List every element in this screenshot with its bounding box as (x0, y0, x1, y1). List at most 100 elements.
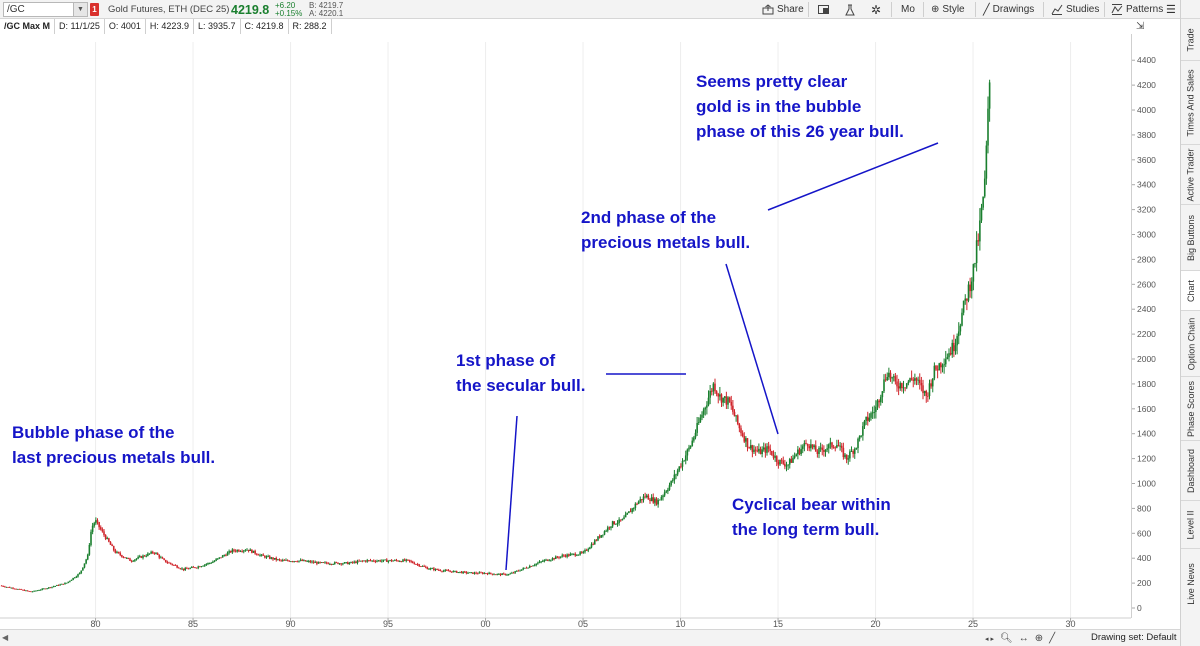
candle (619, 519, 622, 522)
flexible-grid-button[interactable] (818, 0, 830, 19)
candle (545, 558, 547, 561)
drawing-set-label[interactable]: Drawing set: Default (1091, 632, 1177, 643)
y-tick-label: 2400 (1137, 304, 1156, 314)
candle (194, 567, 196, 569)
candle (229, 550, 232, 553)
candle (489, 572, 492, 575)
candle (171, 563, 174, 566)
candle (717, 392, 720, 404)
patterns-menu[interactable]: Patterns (1111, 0, 1163, 19)
candle (452, 570, 455, 573)
drawing-tool-icon[interactable]: ╱ (1049, 633, 1056, 644)
candle (931, 378, 934, 393)
candle (439, 569, 442, 572)
candle (827, 443, 830, 454)
candle (892, 373, 895, 382)
candle (17, 588, 19, 590)
candle (177, 566, 180, 569)
candle (437, 568, 440, 571)
candle (465, 571, 468, 575)
candle (236, 549, 239, 553)
candle (455, 570, 458, 573)
symbol-input[interactable]: /GC ▼ (3, 2, 88, 17)
candle (138, 554, 141, 558)
ohlc-info-bar: /GC Max M D: 11/1/25 O: 4001 H: 4223.9 L… (0, 19, 332, 34)
share-button[interactable]: Share (762, 0, 804, 19)
candle (532, 565, 534, 567)
candle (366, 558, 369, 563)
drawings-menu[interactable]: ╱ Drawings (983, 0, 1034, 19)
side-tab-chart[interactable]: Chart (1181, 270, 1200, 310)
candle (699, 414, 702, 423)
style-menu[interactable]: ⊕ Style (931, 0, 965, 19)
price-chart[interactable]: 80 85 90 95 00 05 10 15 20 25 30 0 200 400 600 800 1000… (0, 34, 1180, 629)
candle (116, 550, 118, 554)
candle (457, 572, 460, 574)
studies-menu[interactable]: Studies (1051, 0, 1099, 19)
candle (143, 554, 146, 557)
candle (246, 548, 248, 551)
candle (845, 454, 848, 464)
candle (39, 589, 42, 591)
candle (515, 570, 518, 572)
side-tab-trade[interactable]: Trade (1181, 18, 1200, 60)
candle (772, 450, 775, 460)
candle (51, 586, 53, 589)
candle (372, 559, 375, 563)
candle (754, 446, 757, 456)
y-tick-label: 4200 (1137, 80, 1156, 90)
crosshair-icon[interactable]: ⊕ (1034, 633, 1044, 644)
alert-badge[interactable]: 1 (90, 3, 99, 16)
candle (501, 573, 503, 576)
candle (361, 560, 364, 563)
side-tab-option-chain[interactable]: Option Chain (1181, 310, 1200, 376)
candle (259, 553, 261, 557)
side-tab-dashboard[interactable]: Dashboard (1181, 440, 1200, 500)
candle (813, 444, 815, 450)
candle (260, 554, 263, 557)
side-tab-times-and-sales[interactable]: Times And Sales (1181, 60, 1200, 144)
candle (767, 441, 770, 453)
chart-settings-button[interactable]: ✲ (871, 0, 881, 19)
candle (745, 436, 747, 448)
candle (197, 565, 200, 570)
candle (125, 557, 128, 560)
info-symbol[interactable]: /GC Max M (0, 19, 56, 34)
candle (785, 461, 788, 472)
candle (649, 498, 651, 504)
candle (103, 529, 105, 537)
candle (33, 590, 35, 592)
side-tab-active-trader[interactable]: Active Trader (1181, 144, 1200, 204)
candle (680, 463, 682, 469)
side-tab-phase-scores[interactable]: Phase Scores (1181, 376, 1200, 440)
candle (161, 556, 164, 559)
chart-lab-button[interactable] (845, 0, 855, 19)
candle (628, 511, 630, 514)
candle (839, 442, 841, 451)
candle (811, 444, 814, 450)
candle (857, 437, 859, 454)
chevron-down-icon[interactable]: ▼ (73, 3, 87, 16)
candle (572, 553, 575, 556)
candle (286, 559, 289, 562)
side-tab-live-news[interactable]: Live News (1181, 548, 1200, 618)
candle (914, 373, 916, 385)
candle (875, 400, 877, 419)
candle (294, 560, 297, 562)
scroll-left-arrow-icon[interactable]: ◀ (2, 633, 9, 642)
candle (655, 497, 658, 506)
annotation-cyclical-bear: Cyclical bear within the long term bull. (732, 495, 891, 539)
zoom-icon[interactable]: 🔍︎ (999, 633, 1013, 644)
candle (853, 447, 856, 459)
chart-menu-button[interactable]: ☰ (1166, 0, 1176, 19)
candle (472, 572, 474, 575)
candle (805, 439, 807, 445)
candle (970, 277, 973, 299)
scroll-arrows-icon[interactable]: ◂ ▸ (985, 635, 994, 643)
side-tab-big-buttons[interactable]: Big Buttons (1181, 204, 1200, 270)
timeframe-selector[interactable]: Mo (901, 0, 915, 19)
collapse-icon[interactable]: ⇲ (1136, 21, 1145, 32)
candle (657, 498, 659, 508)
pan-arrows-icon[interactable]: ↔ (1018, 633, 1029, 644)
side-tab-level-ii[interactable]: Level II (1181, 500, 1200, 548)
